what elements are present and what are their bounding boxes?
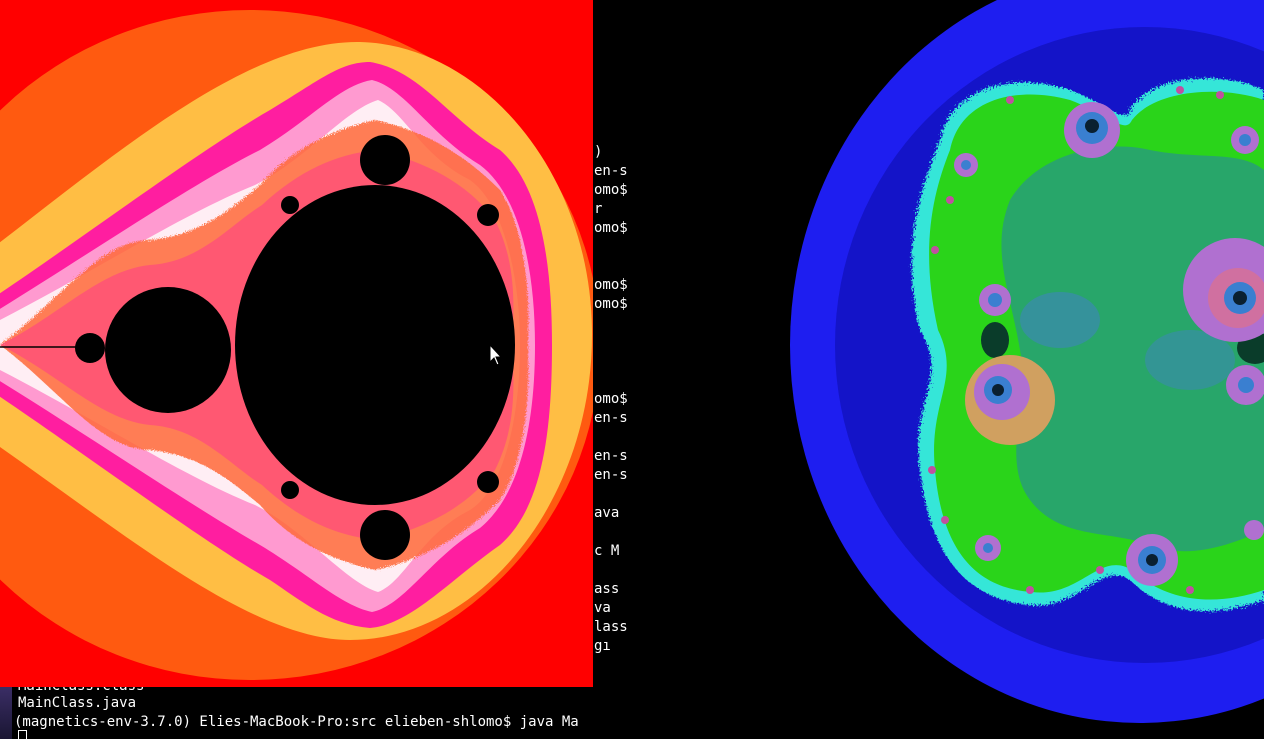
terminal-line-fragment [594,238,634,256]
terminal-line-fragment: en-s [594,163,628,179]
julia-spiral-right [1183,238,1264,342]
julia-canvas[interactable] [770,0,1264,739]
julia-spiral-top [1064,102,1120,158]
terminal-line-fragment: omo$ [594,277,628,293]
julia-spiral-left [965,355,1055,445]
terminal-line-fragment: va [594,600,611,616]
julia-window[interactable] [770,0,1264,739]
mandelbrot-minor-bulb [281,481,299,499]
julia-steel-blob [1020,292,1100,348]
terminal-line-fragment: omo$ [594,182,628,198]
terminal-line-file: MainClass.java [18,695,137,711]
terminal-line-fragment: omo$ [594,296,628,312]
mandelbrot-canvas[interactable] [0,0,593,687]
terminal-line-fragment: ava [594,505,620,521]
terminal-line-fragment: en-s [594,448,628,464]
terminal-line-fragment: ) [594,144,603,160]
mandelbrot-period4-bulb [75,333,105,363]
julia-teal-region [1001,146,1264,552]
terminal-line-fragment: en-s [594,467,628,483]
mandelbrot-minor-bulb [477,471,499,493]
julia-border-beads [928,86,1224,594]
terminal-gutter [0,686,12,739]
mandelbrot-main-cardioid [235,185,515,505]
mandelbrot-top-bulb [360,135,410,185]
terminal-line-fragment: omo$ [594,391,628,407]
terminal-prompt-line[interactable]: (magnetics-env-3.7.0) Elies-MacBook-Pro:… [14,714,579,730]
terminal-line-fragment: c M [594,543,620,559]
julia-spiral-bottom [1126,534,1178,586]
julia-spiral-small [954,126,1264,561]
mandelbrot-minor-bulb [281,196,299,214]
terminal-line-fragment: r [594,201,603,217]
mandelbrot-bottom-bulb [360,510,410,560]
terminal-line-fragment: en-s [594,410,628,426]
terminal-line-fragment: lass [594,619,628,635]
terminal-line-fragment: ass [594,581,620,597]
terminal-line-fragment: omo$ [594,220,628,236]
julia-left-dark-core [981,322,1009,358]
terminal-cursor [18,730,27,739]
mandelbrot-minor-bulb [477,204,499,226]
mandelbrot-window[interactable] [0,0,593,687]
mandelbrot-period2-bulb [105,287,231,413]
julia-steel-blob [1145,330,1235,390]
arrow-cursor-icon [489,343,503,366]
terminal-line-fragment: gı [594,638,611,654]
